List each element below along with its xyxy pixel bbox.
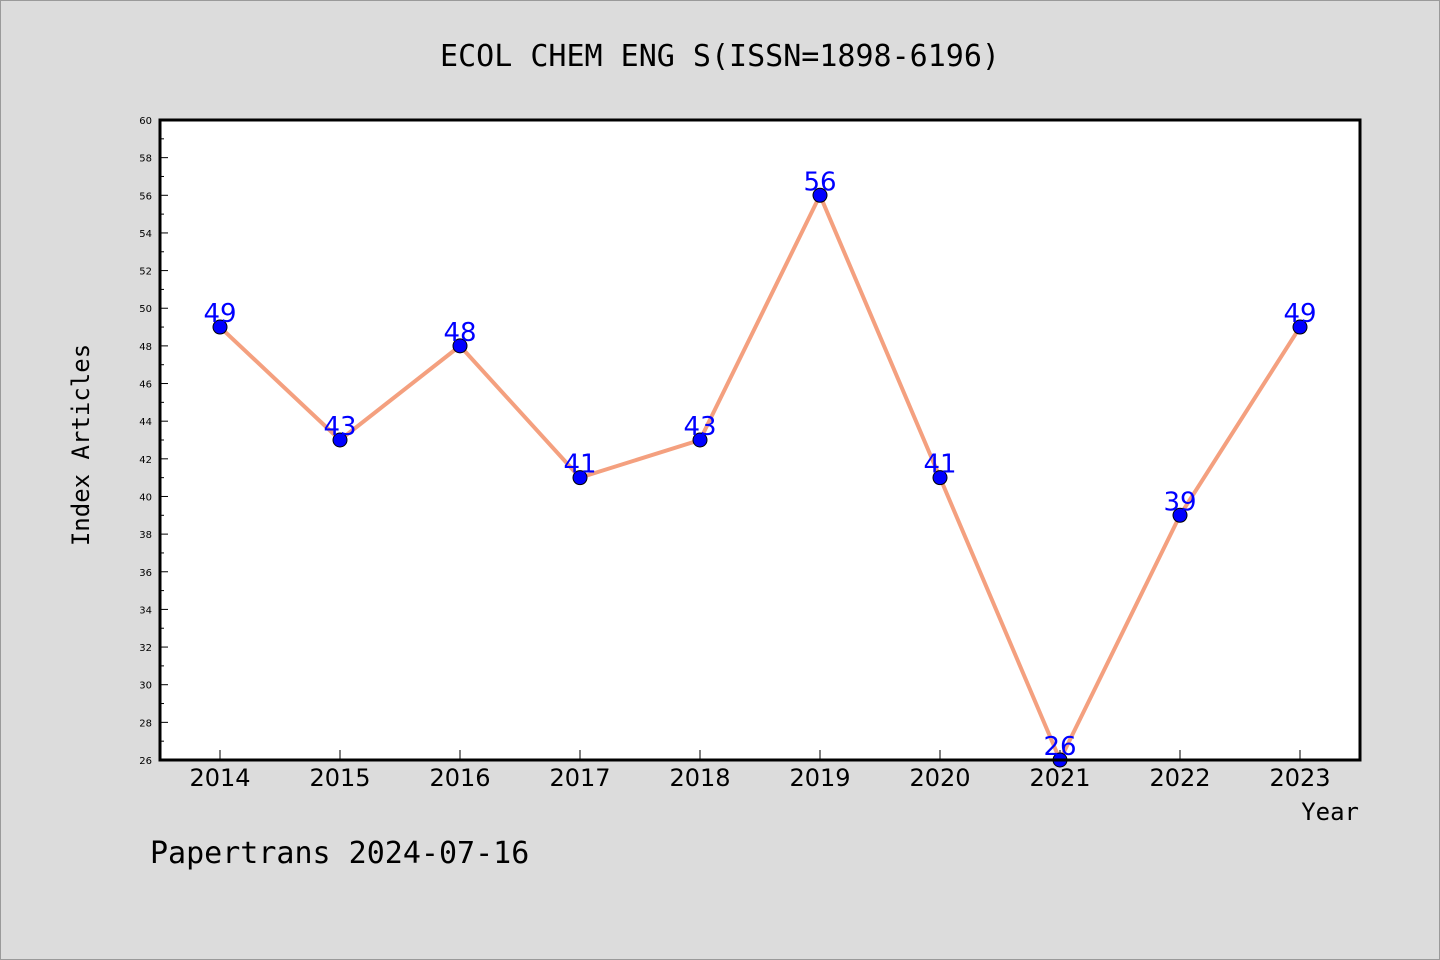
data-label: 48 [443, 318, 476, 348]
x-tick-label: 2014 [189, 764, 250, 792]
data-label: 49 [203, 299, 236, 329]
y-tick-label: 34 [139, 605, 152, 616]
x-tick-label: 2016 [429, 764, 490, 792]
x-tick-label: 2022 [1149, 764, 1210, 792]
y-tick-label: 28 [139, 718, 152, 729]
x-tick-label: 2023 [1269, 764, 1330, 792]
y-tick-label: 26 [139, 756, 152, 767]
x-axis-ticks: 2014 2015 2016 2017 2018 2019 2020 2021 2022 2023 [189, 750, 1331, 792]
data-point [572, 470, 588, 486]
series-line-group [218, 193, 1302, 762]
y-tick-label: 42 [139, 455, 152, 466]
data-label: 41 [923, 450, 956, 480]
plot-area [160, 120, 1360, 760]
x-axis-label: Year [1301, 798, 1359, 826]
y-tick-label: 44 [139, 417, 152, 428]
plot-border [158, 118, 1362, 762]
data-points-group [212, 187, 1308, 768]
data-label: 43 [323, 412, 356, 442]
y-axis-label: Index Articles [67, 344, 95, 546]
x-tick-label: 2015 [309, 764, 370, 792]
y-tick-label: 30 [139, 681, 152, 692]
data-labels-group: 49 43 48 41 43 56 41 26 39 49 [203, 167, 1316, 762]
y-tick-label: 46 [139, 380, 152, 391]
data-label: 43 [683, 412, 716, 442]
data-point [692, 432, 708, 448]
data-point [1172, 507, 1188, 523]
x-tick-label: 2019 [789, 764, 850, 792]
data-point [332, 432, 348, 448]
y-tick-label: 52 [139, 267, 152, 278]
chart-title: ECOL CHEM ENG S(ISSN=1898-6196) [440, 39, 1000, 74]
data-label: 26 [1043, 732, 1076, 762]
footer-caption: Papertrans 2024-07-16 [150, 836, 529, 871]
x-tick-label: 2021 [1029, 764, 1090, 792]
data-point [932, 470, 948, 486]
data-point [812, 187, 828, 203]
y-tick-label: 50 [139, 304, 152, 315]
y-tick-label: 40 [139, 492, 152, 503]
data-label: 49 [1283, 299, 1316, 329]
data-label: 41 [563, 450, 596, 480]
x-tick-label: 2020 [909, 764, 970, 792]
y-tick-label: 58 [139, 154, 152, 165]
data-point [452, 338, 468, 354]
x-tick-label: 2017 [549, 764, 610, 792]
data-point [1292, 319, 1308, 335]
y-tick-label: 32 [139, 643, 152, 654]
data-point [212, 319, 228, 335]
y-tick-label: 54 [139, 229, 152, 240]
y-tick-label: 48 [139, 342, 152, 353]
series-line [218, 193, 1302, 762]
y-axis-ticks: 26 28 30 32 34 36 38 40 42 44 46 48 50 52 54 56 58 60 [139, 116, 168, 767]
y-tick-label: 36 [139, 568, 152, 579]
y-tick-label: 38 [139, 530, 152, 541]
data-label: 56 [803, 167, 836, 197]
data-label: 39 [1163, 487, 1196, 517]
x-tick-label: 2018 [669, 764, 730, 792]
y-tick-label: 60 [139, 116, 152, 127]
y-tick-label: 56 [139, 191, 152, 202]
